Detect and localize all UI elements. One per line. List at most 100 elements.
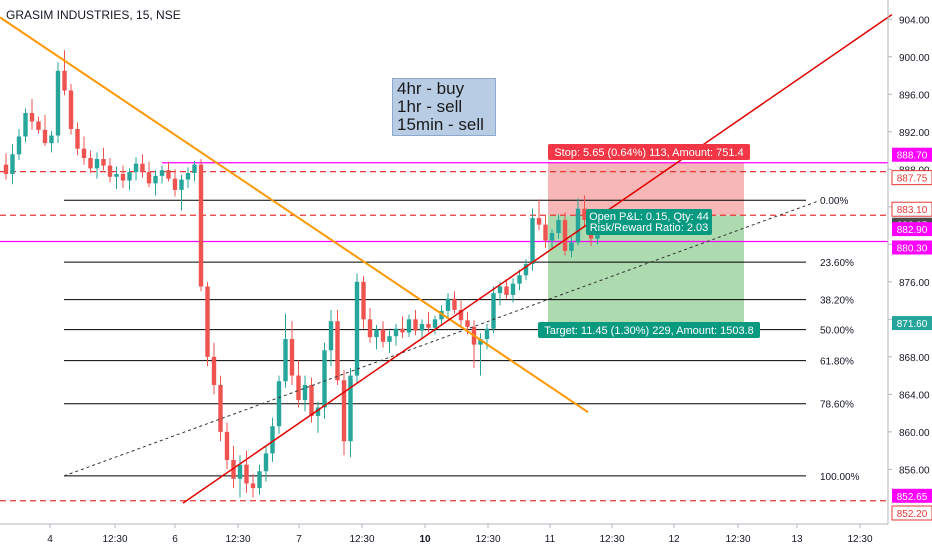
price-label-text: 888.70 <box>897 151 928 162</box>
candle-body <box>426 324 431 328</box>
candle-body <box>367 319 373 338</box>
candle <box>575 198 581 246</box>
stop-zone[interactable] <box>548 162 744 216</box>
candle-body <box>36 121 41 130</box>
note-line: 1hr - sell <box>397 97 463 116</box>
price-tick-label: 856.00 <box>899 465 930 476</box>
candle-body <box>517 275 522 284</box>
price-tick-label: 876.00 <box>899 278 930 289</box>
candle <box>406 314 412 338</box>
stop-label: Stop: 5.65 (0.64%) 113, Amount: 751.4 <box>548 144 750 160</box>
time-axis[interactable]: 4 12:30 6 12:30 7 12:30 10 12:30 11 12:30 12 12:30 1… <box>0 523 888 545</box>
candle-body <box>159 170 165 176</box>
candle-body <box>211 356 217 385</box>
candle-body <box>276 381 282 427</box>
candle-body <box>114 173 119 177</box>
candle-body <box>42 129 48 144</box>
price-label-bg <box>892 222 932 237</box>
candle-body <box>16 136 22 155</box>
trendlines[interactable] <box>0 13 893 504</box>
time-tick-label: 12:30 <box>475 534 500 545</box>
candle-body <box>75 128 80 149</box>
candle-body <box>484 328 490 340</box>
candle-body <box>452 298 457 310</box>
candle <box>185 167 191 189</box>
candle <box>3 153 9 180</box>
candle <box>146 161 152 188</box>
candle <box>166 161 171 182</box>
time-tick-label: 12:30 <box>349 534 374 545</box>
candle-body <box>192 164 197 174</box>
price-tick-label: 892.00 <box>899 128 930 139</box>
price-label[interactable]: 882.90 <box>892 222 932 237</box>
candle-body <box>62 70 67 91</box>
candle <box>458 300 464 326</box>
time-tick-label: 12:30 <box>225 534 250 545</box>
candle-body <box>120 173 126 181</box>
candle-body <box>361 281 366 320</box>
fib-level-label: 100.00% <box>820 472 860 483</box>
candle <box>536 199 542 231</box>
candle-body <box>380 329 386 342</box>
price-axis[interactable]: 856.00860.00864.00868.00872.00876.00880.… <box>887 0 932 524</box>
candle <box>16 128 22 160</box>
orange-trendline[interactable] <box>0 16 589 413</box>
candle <box>413 309 418 336</box>
candle-body <box>335 321 340 381</box>
candle-body <box>198 164 204 287</box>
candle-body <box>478 339 483 345</box>
price-label[interactable]: 888.70 <box>892 147 932 162</box>
red-trendline[interactable] <box>182 13 893 504</box>
candle <box>426 311 431 333</box>
candle-body <box>575 208 581 243</box>
candle-body <box>523 264 529 276</box>
candle <box>445 293 451 318</box>
candle <box>55 62 61 144</box>
candle-body <box>322 350 327 408</box>
candle <box>549 229 555 250</box>
dashed-trendline[interactable] <box>63 200 819 477</box>
time-tick-label: 12:30 <box>102 534 127 545</box>
candle <box>94 152 100 179</box>
candle <box>556 214 561 239</box>
price-tick-label: 904.00 <box>899 15 930 26</box>
candle-body <box>387 336 392 342</box>
price-label-bg <box>891 505 932 521</box>
candle-body <box>49 135 54 144</box>
price-label[interactable]: 871.60 <box>892 316 932 331</box>
time-tick-label: 6 <box>172 534 178 545</box>
price-tick-label: 896.00 <box>899 90 930 101</box>
candle-body <box>530 218 535 264</box>
candle-body <box>244 464 249 484</box>
price-label-bg <box>891 201 932 217</box>
candle-body <box>231 459 236 479</box>
candle-body <box>237 464 243 479</box>
candle <box>419 319 425 339</box>
price-label-text: 871.60 <box>897 319 928 330</box>
price-label-text: 883.10 <box>897 205 928 216</box>
candle-body <box>569 242 574 251</box>
time-tick-label: 10 <box>419 534 431 545</box>
candle-body <box>543 224 548 241</box>
candle-body <box>185 173 191 180</box>
price-label[interactable]: 887.75 <box>891 170 932 186</box>
candle <box>205 281 210 367</box>
timeframe-note[interactable]: 4hr - buy 1hr - sell 15min - sell <box>392 78 496 136</box>
candle <box>10 143 15 185</box>
candle-body <box>250 483 256 489</box>
candle-body <box>374 329 379 338</box>
candle-body <box>328 321 334 351</box>
price-label[interactable]: 883.10 <box>891 201 932 217</box>
candle <box>75 122 80 156</box>
candle-body <box>341 380 347 442</box>
fib-level-label: 50.00% <box>820 326 854 337</box>
price-label[interactable]: 852.20 <box>891 505 932 521</box>
candle <box>133 157 139 181</box>
time-tick-label: 12:30 <box>725 534 750 545</box>
pnl-label-text: Open P&L: 0.15, Qty: 44 <box>589 211 709 223</box>
candle <box>289 321 295 385</box>
price-label[interactable]: 880.30 <box>892 240 932 255</box>
target-label-bg <box>538 322 760 338</box>
price-label[interactable]: 852.65 <box>892 488 932 503</box>
symbol-title: GRASIM INDUSTRIES, 15, NSE <box>6 8 181 22</box>
